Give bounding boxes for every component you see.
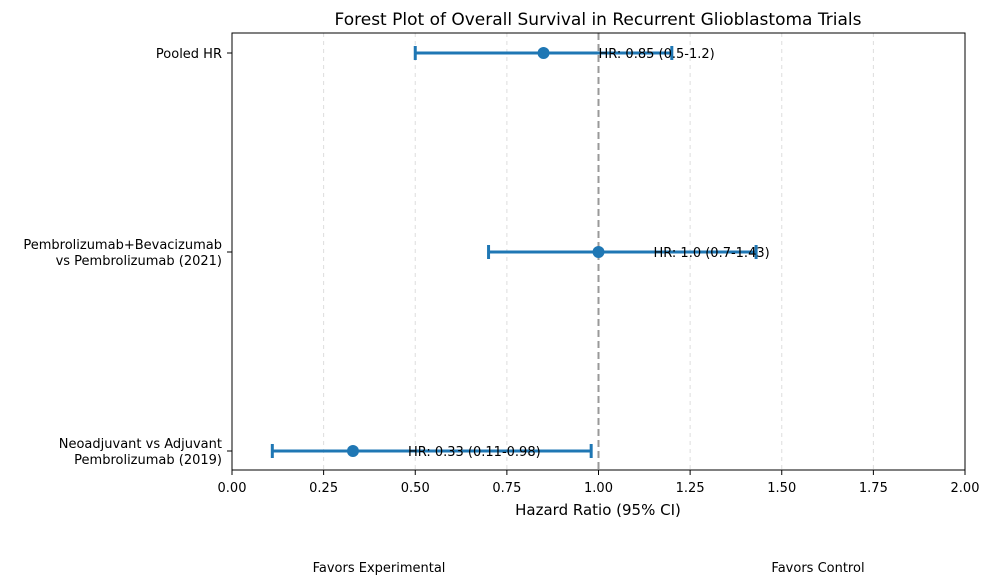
- x-tick-label: 0.25: [309, 481, 338, 496]
- hr-point: [537, 47, 550, 59]
- favors-experimental-label: Favors Experimental: [313, 561, 446, 576]
- hr-annotation: HR: 0.85 (0.5-1.2): [599, 47, 715, 62]
- chart-title: Forest Plot of Overall Survival in Recur…: [335, 10, 862, 30]
- favors-control-label: Favors Control: [771, 561, 864, 576]
- hr-annotation: HR: 1.0 (0.7-1.43): [654, 246, 770, 261]
- y-tick-label: Pembrolizumab (2019): [74, 453, 222, 468]
- x-tick-label: 1.50: [767, 481, 796, 496]
- x-tick-label: 0.75: [492, 481, 521, 496]
- x-axis-ticks: 0.00 0.25 0.50 0.75 1.00 1.25 1.50 1.75 2.00: [218, 470, 980, 496]
- x-tick-label: 2.00: [951, 481, 980, 496]
- y-tick-label: vs Pembrolizumab (2021): [56, 254, 222, 269]
- x-tick-label: 1.25: [676, 481, 705, 496]
- forest-row: HR: 0.33 (0.11-0.98) Neoadjuvant vs Adjuv…: [59, 437, 593, 468]
- x-tick-label: 1.75: [859, 481, 888, 496]
- y-tick-label: Pooled HR: [156, 47, 222, 62]
- x-axis-label: Hazard Ratio (95% CI): [515, 501, 681, 519]
- hr-annotation: HR: 0.33 (0.11-0.98): [408, 445, 541, 460]
- forest-rows: HR: 0.85 (0.5-1.2) Pooled HR HR: 1.0 (0.7-…: [23, 46, 770, 468]
- x-tick-label: 0.50: [401, 481, 430, 496]
- x-tick-label: 0.00: [218, 481, 247, 496]
- forest-row: HR: 0.85 (0.5-1.2) Pooled HR: [156, 46, 715, 62]
- y-tick-label: Neoadjuvant vs Adjuvant: [59, 437, 222, 452]
- hr-point: [346, 445, 359, 457]
- y-tick-label: Pembrolizumab+Bevacizumab: [23, 238, 222, 253]
- hr-point: [592, 246, 605, 258]
- x-tick-label: 1.00: [584, 481, 613, 496]
- forest-row: HR: 1.0 (0.7-1.43) Pembrolizumab+Bevacizu…: [23, 238, 769, 269]
